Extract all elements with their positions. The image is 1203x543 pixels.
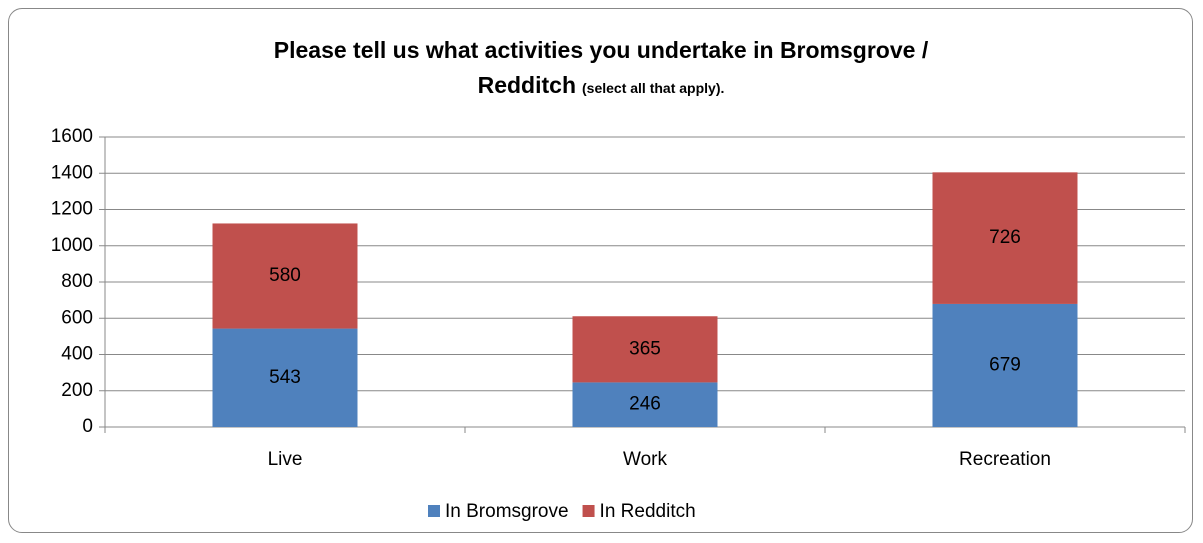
data-label: 679 [989,354,1021,375]
y-tick-label: 800 [61,271,93,292]
y-tick-label: 1000 [51,235,93,256]
y-tick-label: 0 [82,416,93,437]
bar-segment [572,382,718,427]
chart-title: Please tell us what activities you under… [273,37,929,98]
chart-title-block: Please tell us what activities you under… [201,33,1001,106]
y-tick-label: 400 [61,344,93,365]
y-tick-label: 1600 [51,126,93,147]
x-tick-label: Recreation [959,449,1051,470]
data-label: 580 [269,265,301,286]
y-tick-label: 1400 [51,162,93,183]
y-tick-label: 1200 [51,199,93,220]
y-tick-label: 200 [61,380,93,401]
legend-label: In Redditch [600,501,696,522]
x-tick-label: Live [268,449,303,470]
legend-swatch [582,505,595,517]
data-label: 246 [629,394,661,415]
x-tick-label: Work [623,449,667,470]
y-tick-label: 600 [61,307,93,328]
bar-segment [932,172,1078,304]
chart-frame [8,8,1193,533]
legend-label: In Bromsgrove [445,501,569,522]
chart-subtitle: (select all that apply). [582,80,725,96]
bar-segment [212,223,358,329]
data-label: 543 [269,367,301,388]
legend-swatch [428,505,440,517]
data-label: 726 [989,227,1021,248]
bar-segment [572,316,718,383]
data-label: 365 [629,338,661,359]
bar-segment [932,303,1078,427]
bar-segment [212,328,358,427]
